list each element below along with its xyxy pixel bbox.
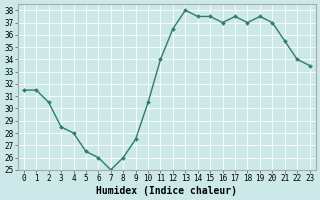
- X-axis label: Humidex (Indice chaleur): Humidex (Indice chaleur): [96, 186, 237, 196]
